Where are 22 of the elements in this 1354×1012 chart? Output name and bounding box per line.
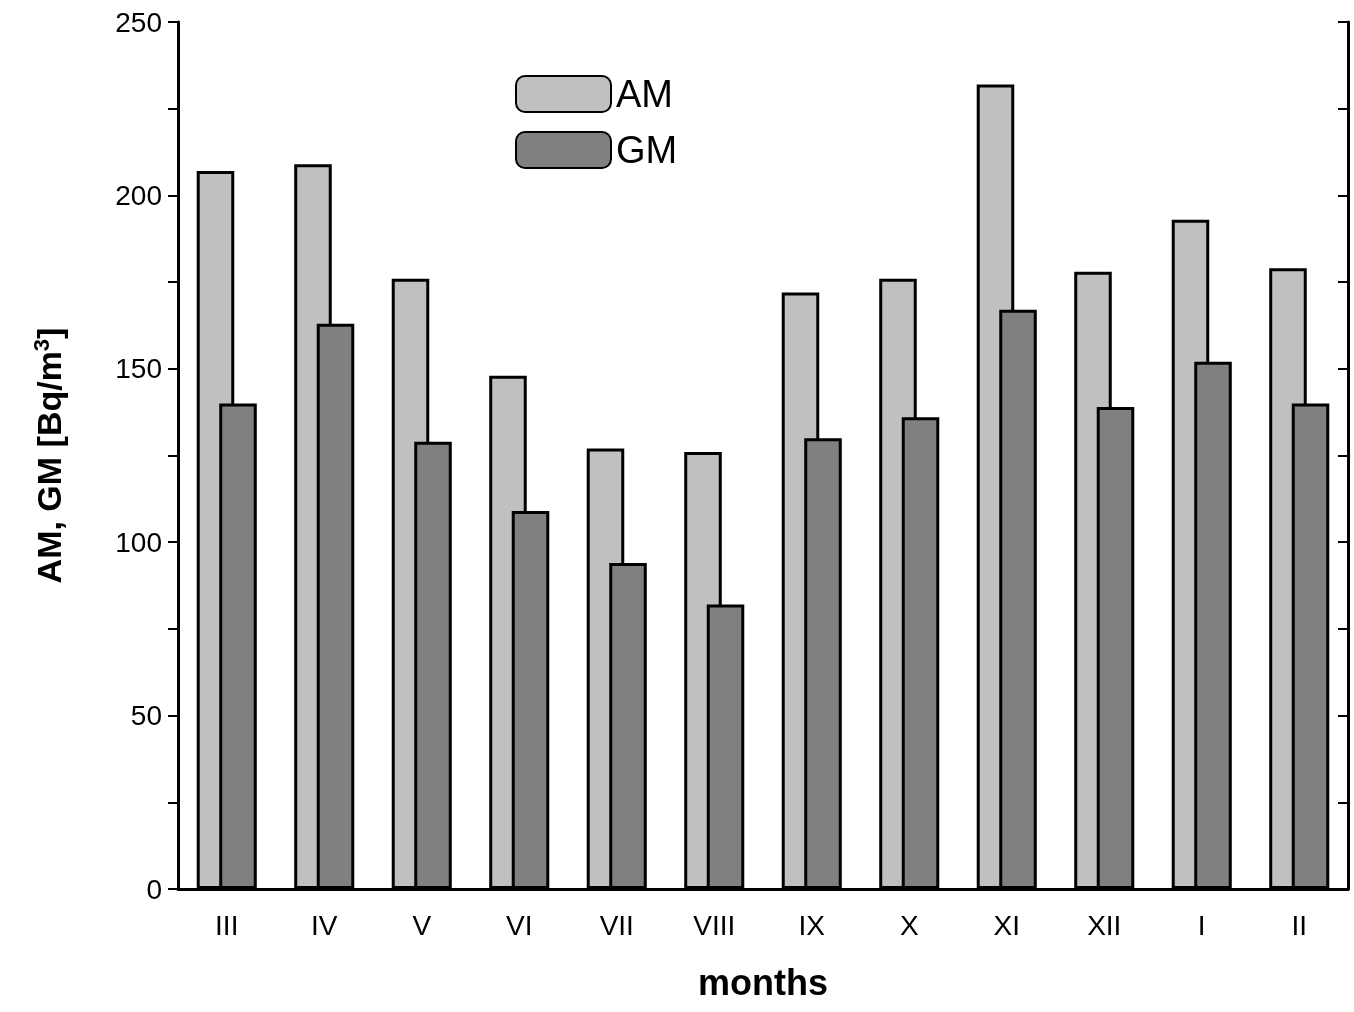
x-tick-label: XII bbox=[1087, 909, 1122, 941]
y-tick-label: 100 bbox=[115, 526, 162, 558]
legend-label: GM bbox=[616, 129, 678, 171]
x-tick-label: XI bbox=[993, 909, 1020, 941]
legend-label: AM bbox=[616, 73, 673, 115]
x-tick-label: IX bbox=[798, 909, 826, 941]
x-axis-title: months bbox=[698, 961, 828, 1003]
x-tick-label: IV bbox=[311, 909, 338, 941]
x-tick-label: I bbox=[1197, 909, 1206, 941]
y-tick-label: 150 bbox=[115, 353, 162, 385]
y-tick-label: 200 bbox=[115, 179, 162, 211]
x-tick-label: III bbox=[215, 909, 239, 941]
x-tick-label: VI bbox=[506, 909, 533, 941]
y-axis-title: AM, GM [Bq/m3] bbox=[28, 327, 68, 584]
x-tick-label: II bbox=[1291, 909, 1308, 941]
y-tick-label: 50 bbox=[130, 700, 162, 732]
x-tick-label: VIII bbox=[693, 909, 736, 941]
x-tick-label: X bbox=[899, 909, 919, 941]
x-tick-label: V bbox=[412, 909, 432, 941]
x-tick-label: VII bbox=[599, 909, 634, 941]
y-tick-label: 0 bbox=[146, 873, 162, 905]
y-tick-label: 250 bbox=[115, 6, 162, 38]
